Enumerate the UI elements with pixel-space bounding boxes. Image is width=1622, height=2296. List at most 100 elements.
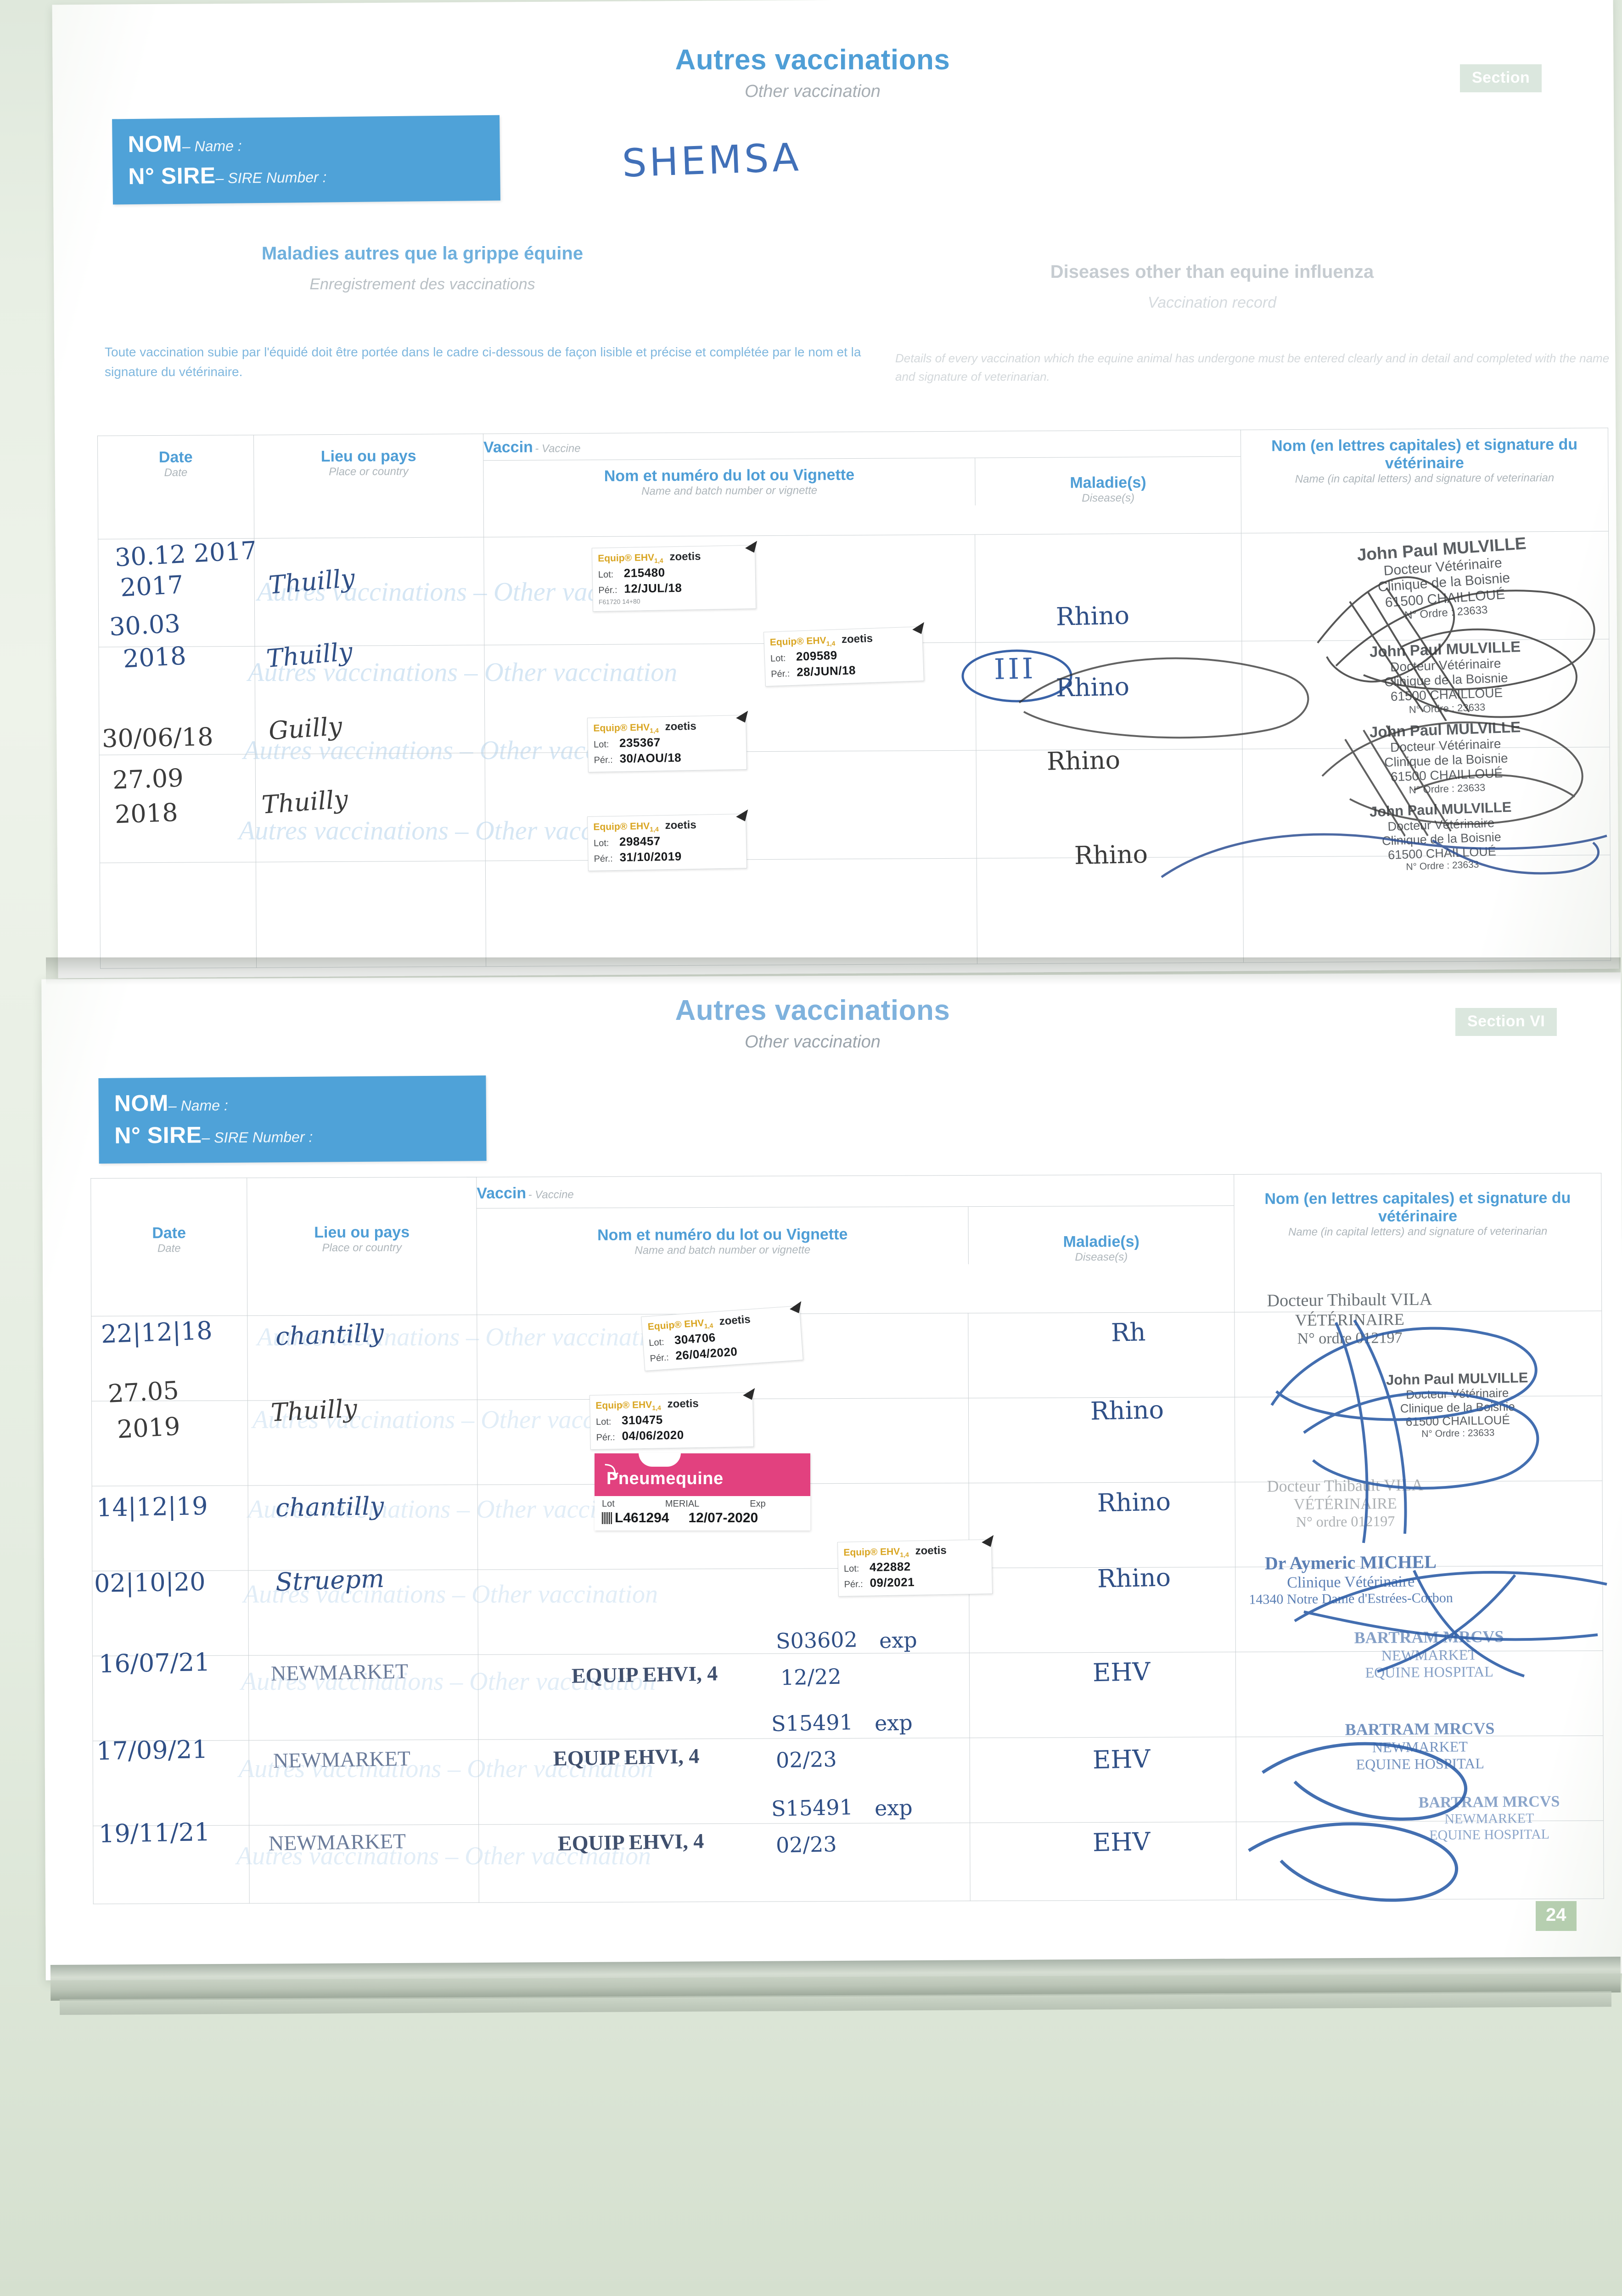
vignette-footer: F61720 14+80	[598, 597, 640, 606]
vignette-brand: Equip® EHV1,4	[843, 1546, 909, 1559]
page-number-badge: 24	[1536, 1901, 1577, 1931]
cell-place: Thuilly	[261, 784, 349, 820]
name-sire-block: NOM– Name : N° SIRE– SIRE Number :	[112, 115, 500, 205]
cell-disease: EHV	[1092, 1827, 1151, 1857]
lot-label: Lot:	[593, 739, 609, 750]
nom-label-en: – Name :	[168, 1097, 228, 1114]
col-header-place: Lieu ou pays Place or country	[247, 1177, 477, 1316]
exp-value: 26/04/2020	[675, 1344, 738, 1363]
sire-label-en: – SIRE Number :	[215, 169, 327, 187]
page-title-fr: Autres vaccinations	[675, 44, 950, 76]
vet-stamp: BARTRAM MRCVS NEWMARKET EQUINE HOSPITAL	[1354, 1627, 1504, 1681]
cell-disease: Rhino	[1074, 839, 1148, 870]
col-header-date: Date Date	[97, 435, 254, 540]
vignette-brand: Equip® EHV1,4	[647, 1317, 713, 1333]
lot-label: Lot:	[843, 1564, 859, 1574]
cell-date: 19/11/21	[98, 1817, 211, 1849]
section-tab[interactable]: Section	[1460, 64, 1542, 92]
vignette-maker: zoetis	[667, 1397, 699, 1411]
intro-paragraph-fr: Toute vaccination subie par l'équidé doi…	[105, 345, 861, 379]
col-header-date: Date Date	[90, 1178, 247, 1317]
vet-stamp: John Paul MULVILLE Docteur Vétérinaire C…	[1369, 638, 1521, 715]
exp-value: 30/AOU/18	[619, 750, 682, 765]
pneumequine-vignette: ⤵ Pneumequine Lot MERIAL Exp L461294 12/…	[595, 1453, 810, 1531]
vignette-maker: zoetis	[718, 1313, 751, 1328]
col-header-vaccine-group: Vaccin - Vaccine Nom et numéro du lot ou…	[483, 430, 1241, 537]
cell-disease: EHV	[1092, 1744, 1151, 1775]
vaccine-vignette: Equip® EHV1,4 zoetis Lot: 310475 Pér.: 04/0…	[589, 1384, 758, 1450]
exp-value: 28/JUN/18	[796, 663, 856, 679]
subtitle-fr-line2: Enregistrement des vaccinations	[309, 276, 535, 293]
exp-label: Exp	[750, 1499, 766, 1509]
handwritten-horse-name: SHEMSA	[621, 135, 802, 186]
cell-date: 14|12|19	[96, 1491, 208, 1523]
cell-disease: Rhino	[1090, 1395, 1164, 1426]
cell-disease: Rhino	[1097, 1563, 1171, 1593]
sticker-notch	[639, 1453, 681, 1467]
cell-date: 02|10|20	[94, 1567, 206, 1598]
binder-gutter-shadow	[46, 957, 1621, 985]
lot-label: Lot:	[770, 653, 786, 664]
exp-label: Pér.:	[594, 854, 613, 864]
vet-stamp: BARTRAM MRCVS NEWMARKET EQUINE HOSPITAL	[1418, 1793, 1560, 1843]
vignette-brand: Equip® EHV1,4	[595, 1399, 661, 1412]
cell-vaccine-name: EQUIP EHVI, 4	[553, 1744, 700, 1770]
sire-label-fr: N° SIRE	[128, 163, 216, 190]
exp-label: Pér.:	[844, 1579, 863, 1590]
annotation-circled: III	[993, 652, 1037, 686]
subtitle-fr-line1: Maladies autres que la grippe équine	[261, 243, 584, 264]
lot-value: 235367	[619, 735, 661, 750]
col-header-place: Lieu ou pays Place or country	[253, 433, 484, 539]
section-tab[interactable]: Section VI	[1455, 1008, 1557, 1036]
vignette-brand: Equip® EHV1,4	[593, 821, 659, 833]
subtitle-en-line2: Vaccination record	[1147, 294, 1277, 311]
vignette-maker: zoetis	[669, 550, 701, 563]
sire-label-fr: N° SIRE	[114, 1122, 202, 1148]
cell-lot: S15491	[771, 1710, 853, 1736]
cell-vaccine-name: EQUIP EHVI, 4	[571, 1661, 718, 1688]
lot-value: 310475	[621, 1412, 663, 1428]
cell-place: chantilly	[275, 1491, 384, 1523]
arrow-icon: ⤵	[605, 1464, 619, 1479]
cell-exp-label: exp	[879, 1627, 918, 1653]
cell-place: chantilly	[275, 1318, 385, 1351]
cell-date: 27.05	[107, 1375, 180, 1409]
barcode-icon	[602, 1512, 612, 1524]
exp-label: Pér.:	[594, 755, 613, 765]
col-header-batch: Nom et numéro du lot ou Vignette Name an…	[483, 458, 976, 508]
cell-vaccine-name: EQUIP EHVI, 4	[557, 1829, 704, 1855]
lot-label: Lot:	[648, 1337, 665, 1349]
exp-label: Pér.:	[596, 1432, 615, 1443]
vignette-brand: Equip® EHV1,4	[593, 722, 659, 734]
vaccine-vignette: Equip® EHV1,4 zoetis Lot: 235367 Pér.: 30/A…	[587, 707, 751, 773]
lot-label: Lot	[602, 1499, 615, 1509]
exp-value: 04/06/2020	[622, 1428, 684, 1443]
vignette-brand: Equip® EHV1,4	[598, 552, 663, 564]
lot-value: 215480	[623, 565, 665, 580]
cell-disease: EHV	[1092, 1657, 1151, 1688]
exp-value: 09/2021	[870, 1575, 915, 1590]
vaccine-vignette: Equip® EHV1,4 zoetis Lot: 215480 Pér.: 12/J…	[591, 537, 760, 612]
cell-date: 30.03	[108, 608, 181, 642]
cell-exp-label: exp	[874, 1710, 913, 1736]
vaccine-vignette: Equip® EHV1,4 zoetis Lot: 298457 Pér.: 31/1…	[587, 806, 751, 872]
vignette-brand: Equip® EHV1,4	[769, 635, 836, 648]
col-header-disease: Maladie(s) Disease(s)	[1063, 1232, 1139, 1264]
cell-date-year: 2019	[116, 1412, 181, 1444]
cell-exp-label: exp	[874, 1795, 913, 1821]
lot-value: L461294	[615, 1510, 669, 1525]
exp-value: 12/JUL/18	[624, 580, 682, 596]
cell-place: Struepm	[275, 1564, 385, 1597]
cell-lot: S03602	[775, 1627, 858, 1654]
cell-date-year: 2018	[122, 641, 187, 674]
cell-date: 17/09/21	[96, 1734, 208, 1766]
vaccine-vignette: Equip® EHV1,4 zoetis Lot: 422882 Pér.: 09/2…	[837, 1531, 996, 1597]
col-header-vet: Nom (en lettres capitales) et signature …	[1240, 428, 1609, 534]
cell-disease: Rh	[1111, 1317, 1146, 1347]
vignette-maker: zoetis	[665, 818, 696, 832]
table-header-row: Date Date Lieu ou pays Place or country …	[97, 428, 1609, 540]
vignette-maker: zoetis	[665, 720, 696, 733]
lot-value: 209589	[796, 648, 838, 664]
col-header-disease: Maladie(s) Disease(s)	[1070, 473, 1146, 505]
exp-value: 31/10/2019	[619, 849, 682, 864]
